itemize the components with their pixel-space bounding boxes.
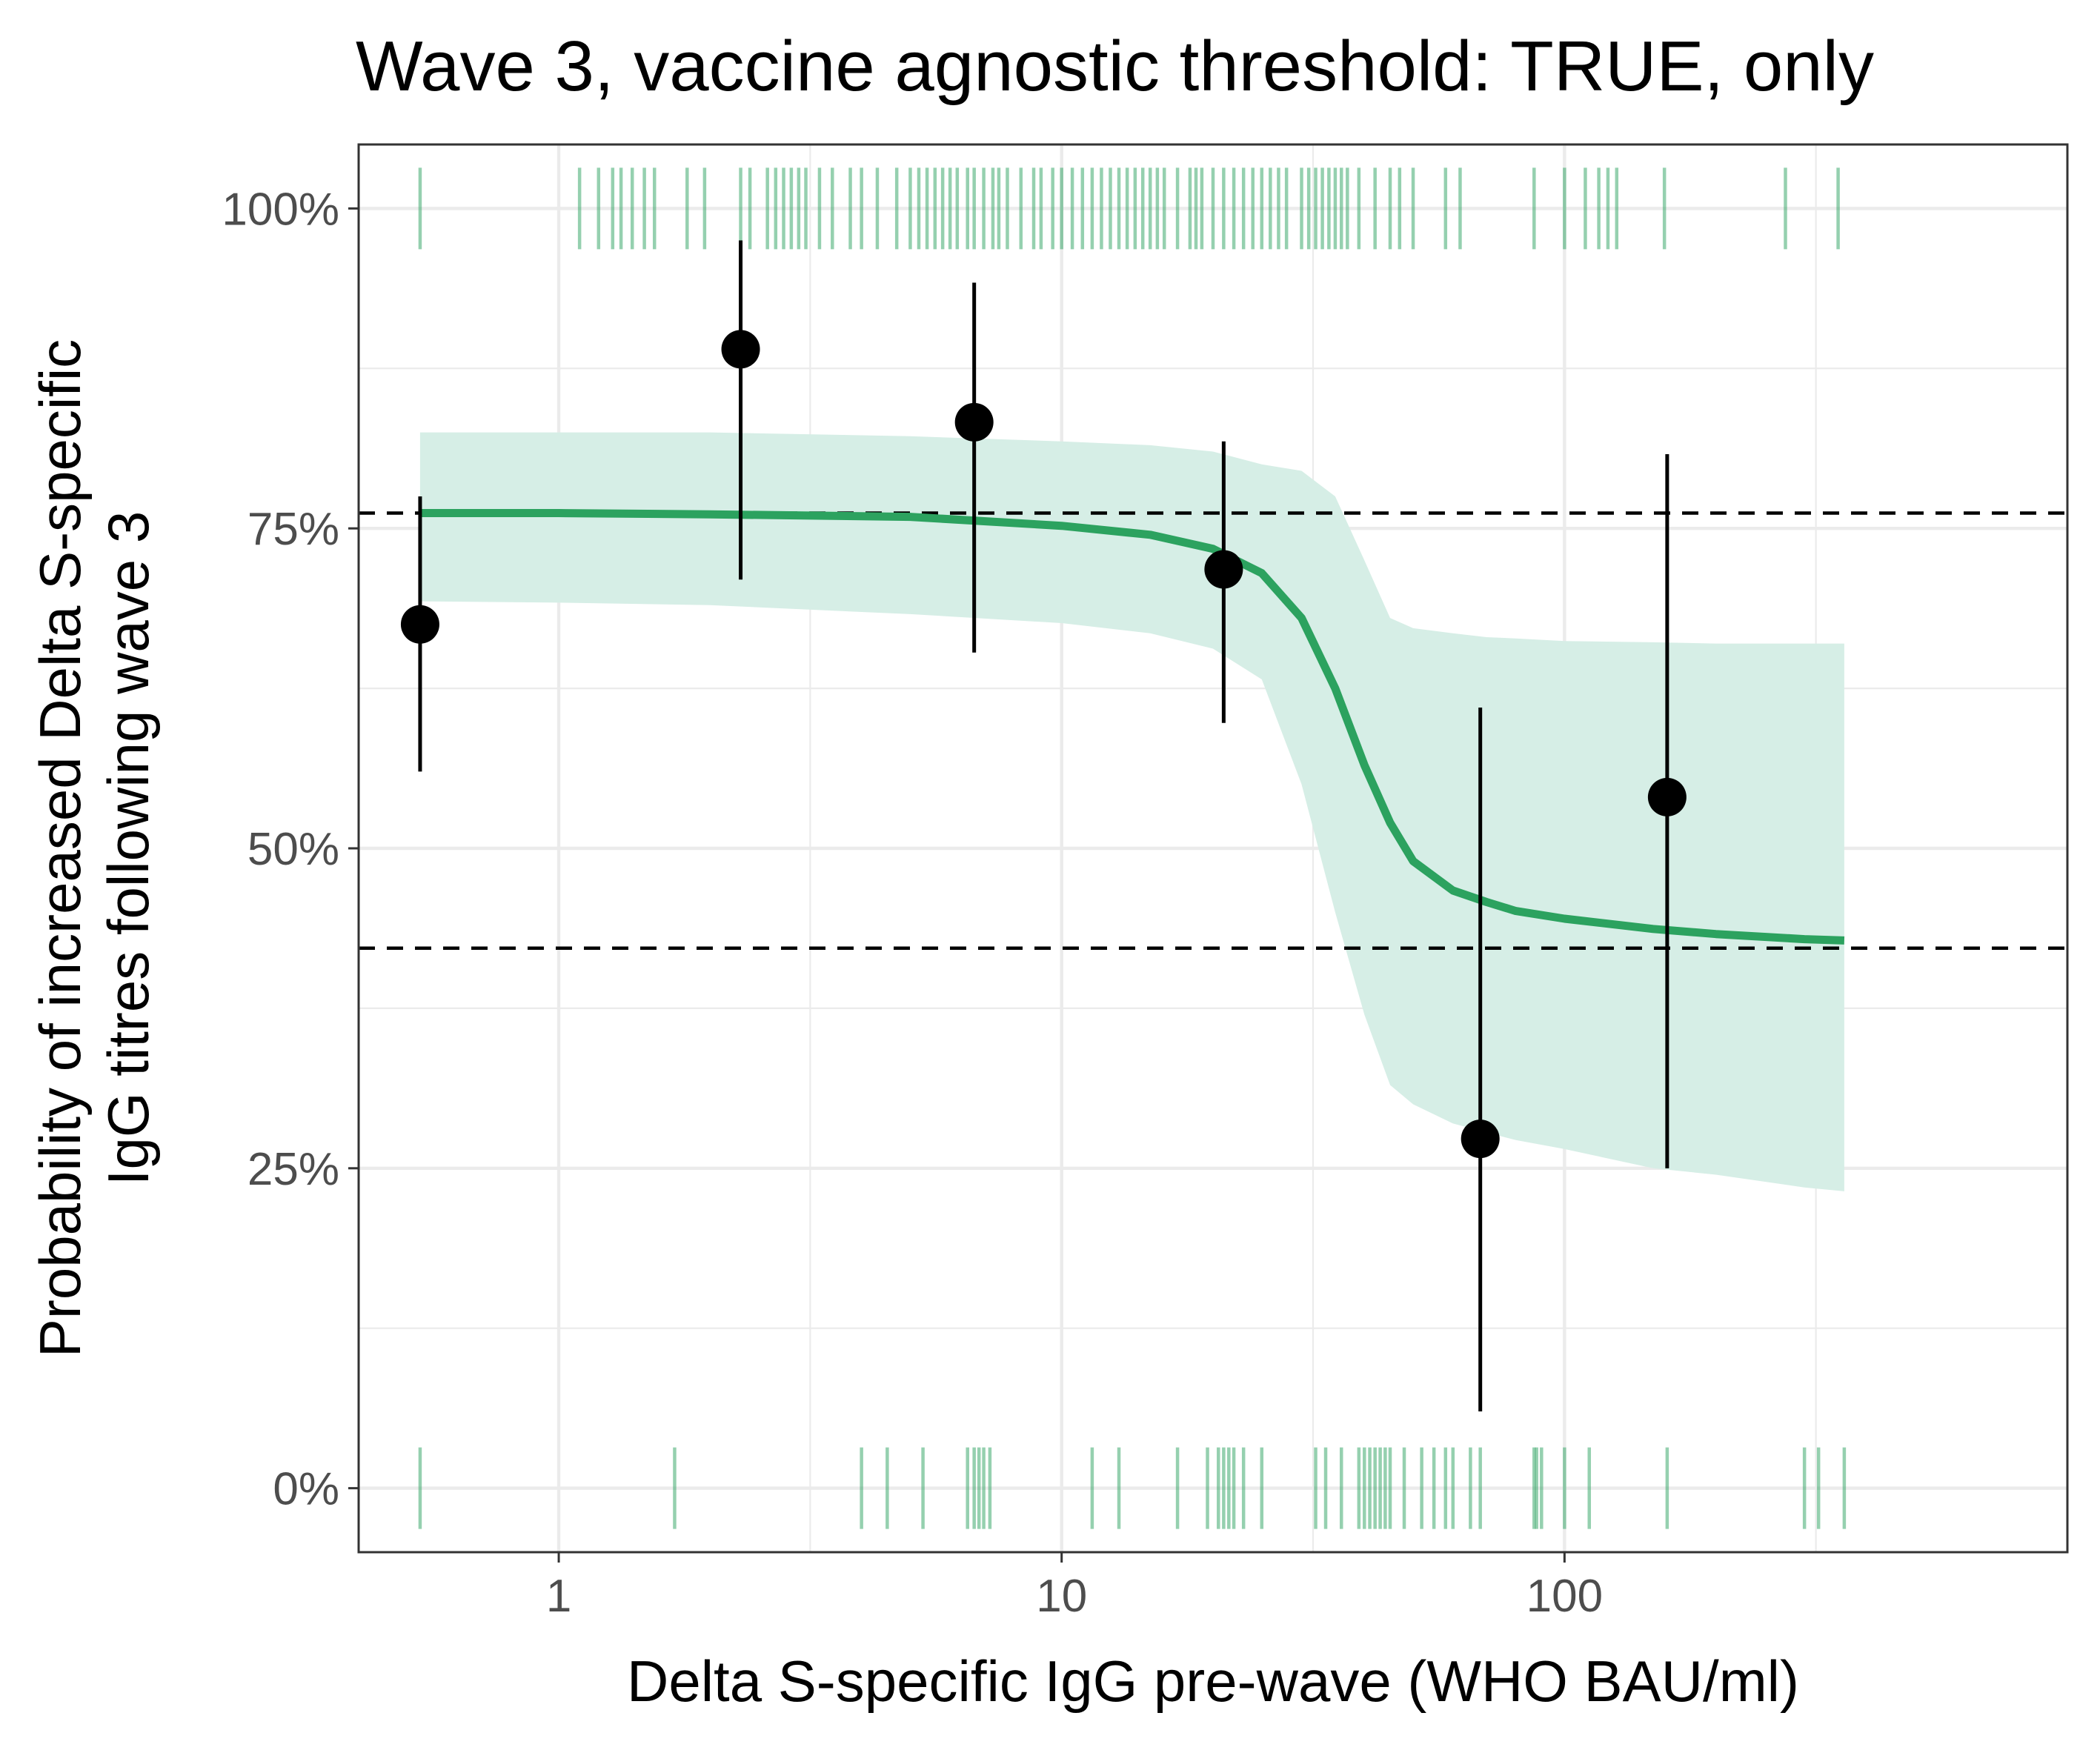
y-tick-label: 75% [247,504,339,555]
y-tick-label: 100% [222,184,339,235]
y-tick-label: 25% [247,1144,339,1195]
data-point [1647,777,1687,816]
y-axis-title-line: IgG titres following wave 3 [96,511,161,1185]
y-axis-title: Probability of increased Delta S-specifi… [27,339,161,1357]
data-point [721,330,760,369]
x-tick-label: 1 [546,1571,571,1622]
data-point [1204,550,1243,589]
data-point [1461,1119,1500,1159]
y-axis-title-line: Probability of increased Delta S-specifi… [27,339,93,1357]
chart-title: Wave 3, vaccine agnostic threshold: TRUE… [356,27,1874,106]
x-axis-title: Delta S-specific IgG pre-wave (WHO BAU/m… [627,1648,1799,1714]
y-tick-label: 50% [247,824,339,875]
y-tick-label: 0% [273,1464,339,1515]
data-point [400,605,439,644]
data-point [954,402,994,442]
x-tick-label: 100 [1526,1571,1603,1622]
confidence-ribbon [419,432,1844,1191]
fitted-curve [419,509,1845,945]
x-tick-label: 10 [1036,1571,1087,1622]
